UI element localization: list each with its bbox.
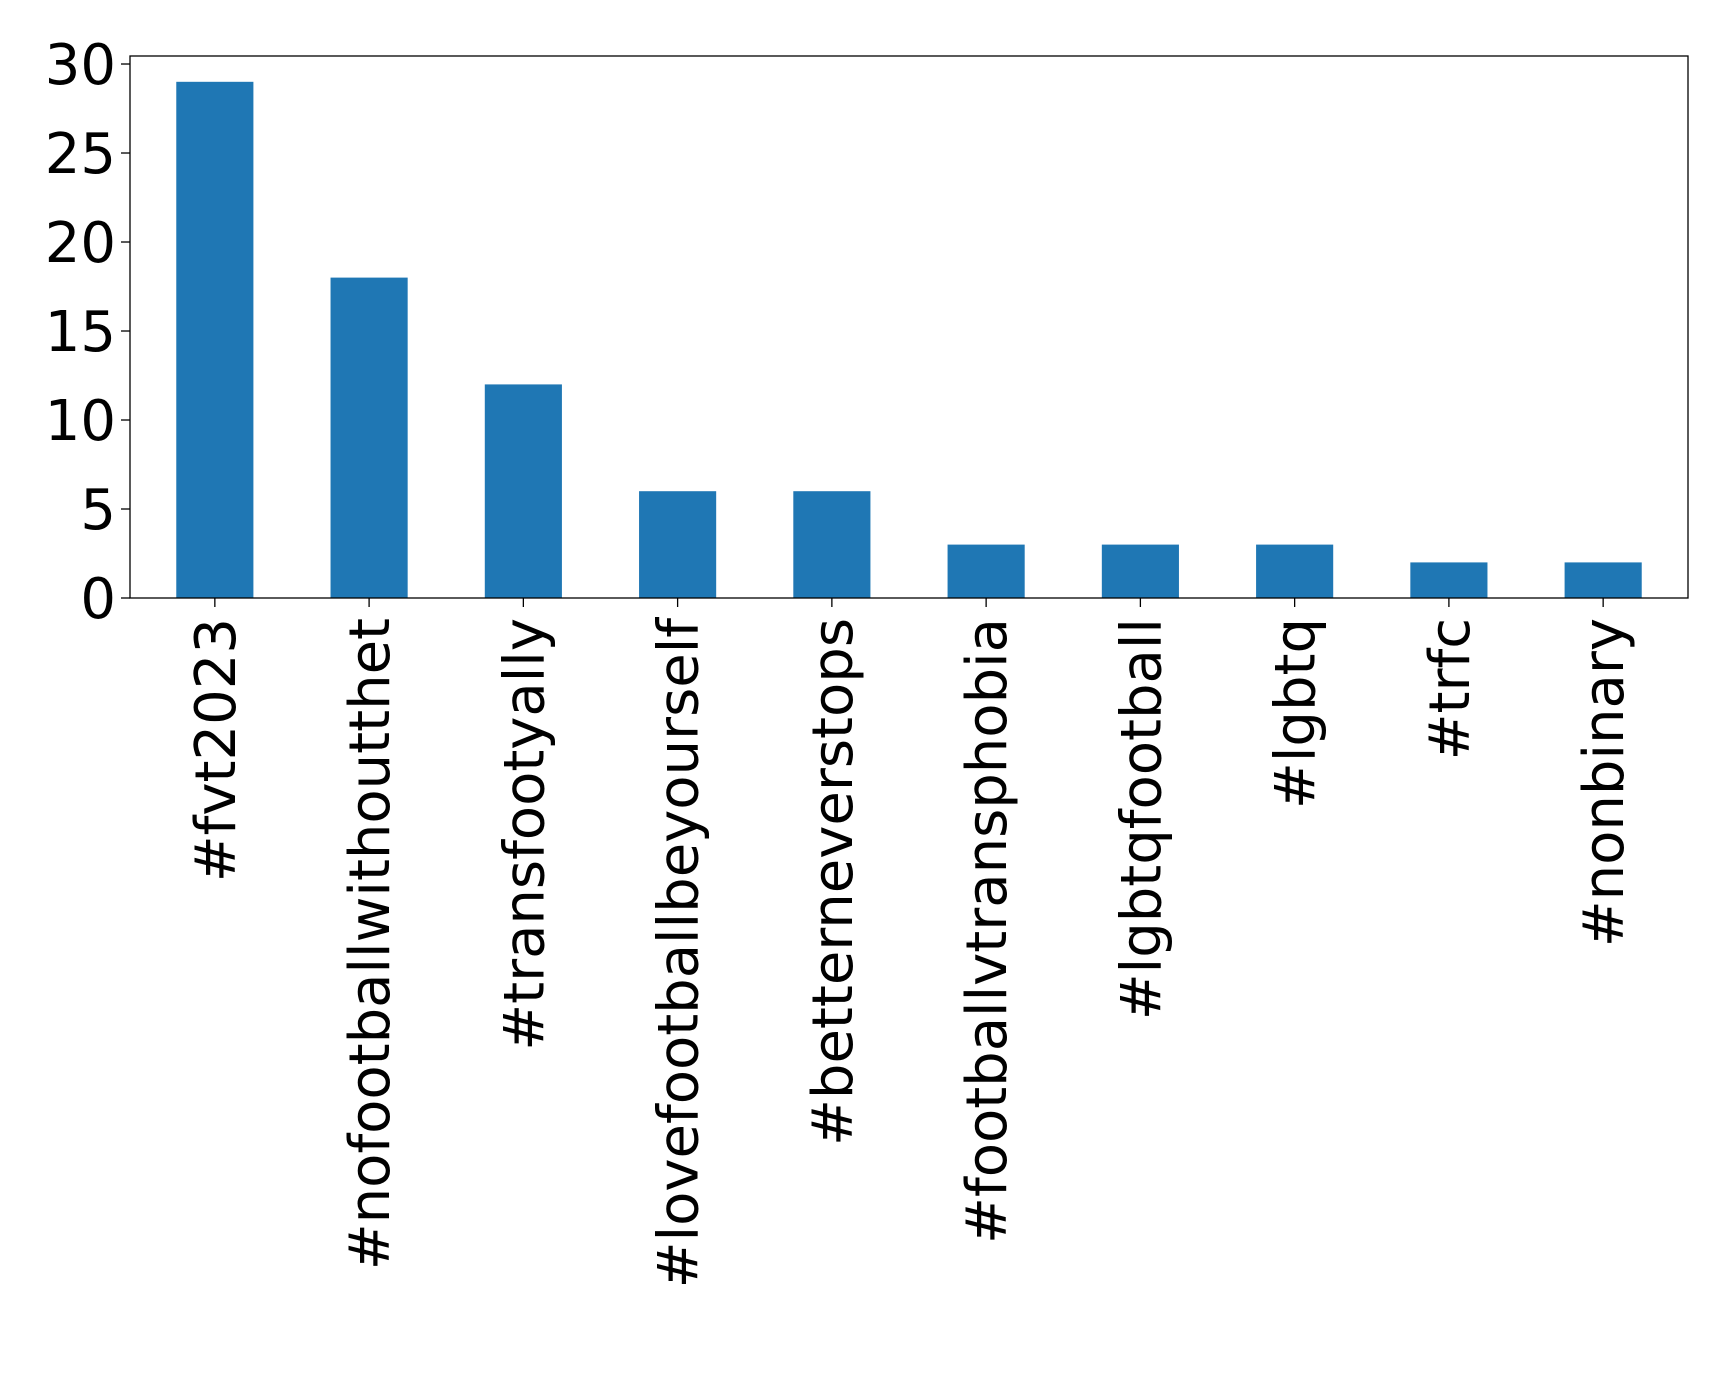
bar — [176, 81, 254, 599]
x-tick-label: #lgbtq — [1264, 618, 1329, 809]
y-tick-label: 30 — [45, 33, 116, 98]
y-tick-label: 10 — [45, 389, 116, 454]
x-tick-label: #lgbtqfootball — [1109, 618, 1174, 1020]
x-tick-label: #lovefootballbeyourself — [647, 617, 712, 1289]
y-axis: 0 5 10 15 20 25 30 — [45, 33, 130, 632]
x-tick-label: #fvt2023 — [184, 618, 249, 882]
x-tick-label: #nonbinary — [1572, 618, 1637, 947]
bar — [793, 491, 871, 598]
y-tick-label: 5 — [80, 478, 116, 543]
x-tick-label: #transfootyally — [492, 618, 557, 1051]
bar — [1410, 562, 1488, 598]
bar — [1101, 544, 1179, 598]
bar — [639, 491, 717, 598]
bars-group — [176, 81, 1642, 599]
plot-area-frame — [129, 55, 1689, 599]
x-axis: #fvt2023 #nofootballwithoutthet #transfoot… — [184, 598, 1637, 1288]
y-tick-label: 0 — [80, 567, 116, 632]
y-tick-label: 20 — [45, 211, 116, 276]
bar — [330, 277, 408, 598]
x-tick-label: #nofootballwithoutthet — [338, 618, 403, 1270]
bar — [1256, 544, 1334, 598]
x-tick-label: #betterneverstops — [801, 618, 866, 1146]
bar — [484, 384, 562, 598]
x-tick-label: #trfc — [1418, 618, 1483, 760]
y-tick-label: 15 — [45, 300, 116, 365]
y-tick-label: 25 — [45, 122, 116, 187]
x-tick-label: #footballvtransphobia — [955, 618, 1020, 1244]
bar — [947, 544, 1025, 598]
bar — [1564, 562, 1642, 598]
